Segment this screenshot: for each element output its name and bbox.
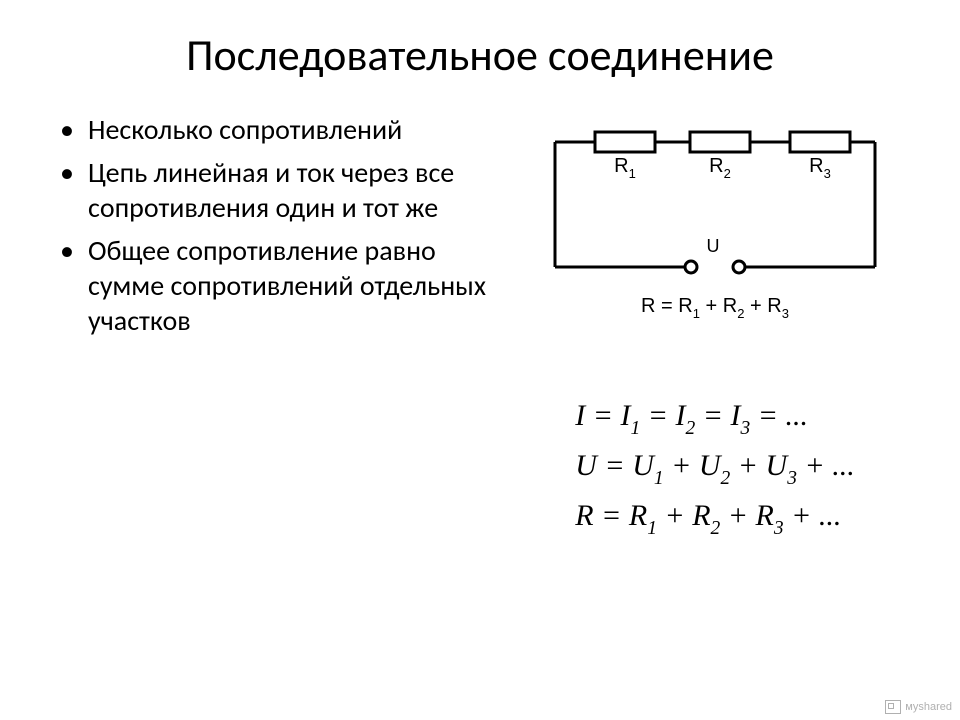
bullet-list: Несколько сопротивлений Цепь линейная и …	[60, 112, 490, 338]
circuit-svg: R1 R2 R3 U R = R1 + R2 + R3	[525, 112, 905, 322]
formula-block: I = I1 = I2 = I3 = ... U = U1 + U2 + U3 …	[575, 392, 854, 543]
watermark: мyshared	[885, 700, 952, 714]
voltage-label: U	[707, 236, 720, 256]
resistor-label-1: R1	[614, 155, 636, 181]
formula-resistance: R = R1 + R2 + R3 + ...	[575, 492, 854, 542]
circuit-diagram: R1 R2 R3 U R = R1 + R2 + R3	[525, 112, 905, 322]
formula-current: I = I1 = I2 = I3 = ...	[575, 392, 854, 442]
bullet-item: Общее сопротивление равно сумме сопротив…	[60, 233, 490, 338]
right-column: R1 R2 R3 U R = R1 + R2 + R3 I = I1 = I2 …	[500, 112, 930, 543]
resistor-label-2: R2	[709, 155, 731, 181]
formula-voltage: U = U1 + U2 + U3 + ...	[575, 442, 854, 492]
formula-r-sum: R = R1 + R2 + R3	[641, 295, 789, 321]
bullet-item: Несколько сопротивлений	[60, 112, 490, 147]
watermark-text: мyshared	[905, 701, 952, 713]
bullet-item: Цепь линейная и ток через все сопротивле…	[60, 155, 490, 225]
watermark-icon	[885, 700, 901, 714]
slide: Последовательное соединение Несколько со…	[0, 0, 960, 720]
page-title: Последовательное соединение	[0, 0, 960, 82]
content-area: Несколько сопротивлений Цепь линейная и …	[0, 82, 960, 543]
resistor-label-3: R3	[809, 155, 831, 181]
left-column: Несколько сопротивлений Цепь линейная и …	[30, 112, 500, 543]
